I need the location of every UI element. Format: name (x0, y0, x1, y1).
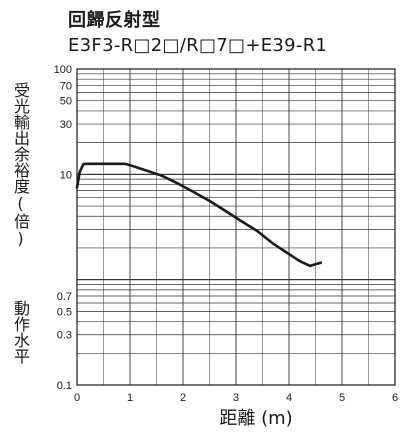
y-tick-label: 10 (60, 169, 72, 181)
y-tick-label: 50 (60, 96, 72, 108)
x-tick-label: 1 (127, 392, 133, 404)
x-tick-label: 2 (180, 392, 186, 404)
y-tick-label: 0.5 (57, 306, 72, 318)
y-axis-label: 受光輸出余裕度(倍) (11, 82, 30, 248)
grid (76, 68, 396, 386)
operation-level-label: 動作水平 (11, 300, 30, 364)
y-tick-label: 0.1 (57, 380, 72, 392)
chart-title: 回歸反射型 (68, 10, 161, 31)
series-line (75, 162, 323, 268)
x-tick-label: 6 (392, 392, 398, 404)
y-tick-label: 70 (60, 80, 72, 92)
x-tick-label: 4 (286, 392, 292, 404)
x-axis-label: 距離 (m) (219, 408, 292, 429)
chart-subtitle: E3F3-R□2□/R□7□+E39-R1 (68, 35, 328, 56)
y-tick-label: 0.3 (57, 330, 72, 342)
tick-labels: 0.1 0.3 0.5 0.7 10 30 50 70 100 0 1 2 3 4 5 6 (54, 64, 398, 404)
plot-frame (76, 68, 396, 386)
x-tick-label: 0 (74, 392, 80, 404)
y-tick-label: 0.7 (57, 291, 72, 303)
x-tick-label: 5 (339, 392, 345, 404)
x-tick-label: 3 (233, 392, 239, 404)
y-tick-label: 100 (54, 64, 72, 76)
y-tick-label: 30 (60, 119, 72, 131)
